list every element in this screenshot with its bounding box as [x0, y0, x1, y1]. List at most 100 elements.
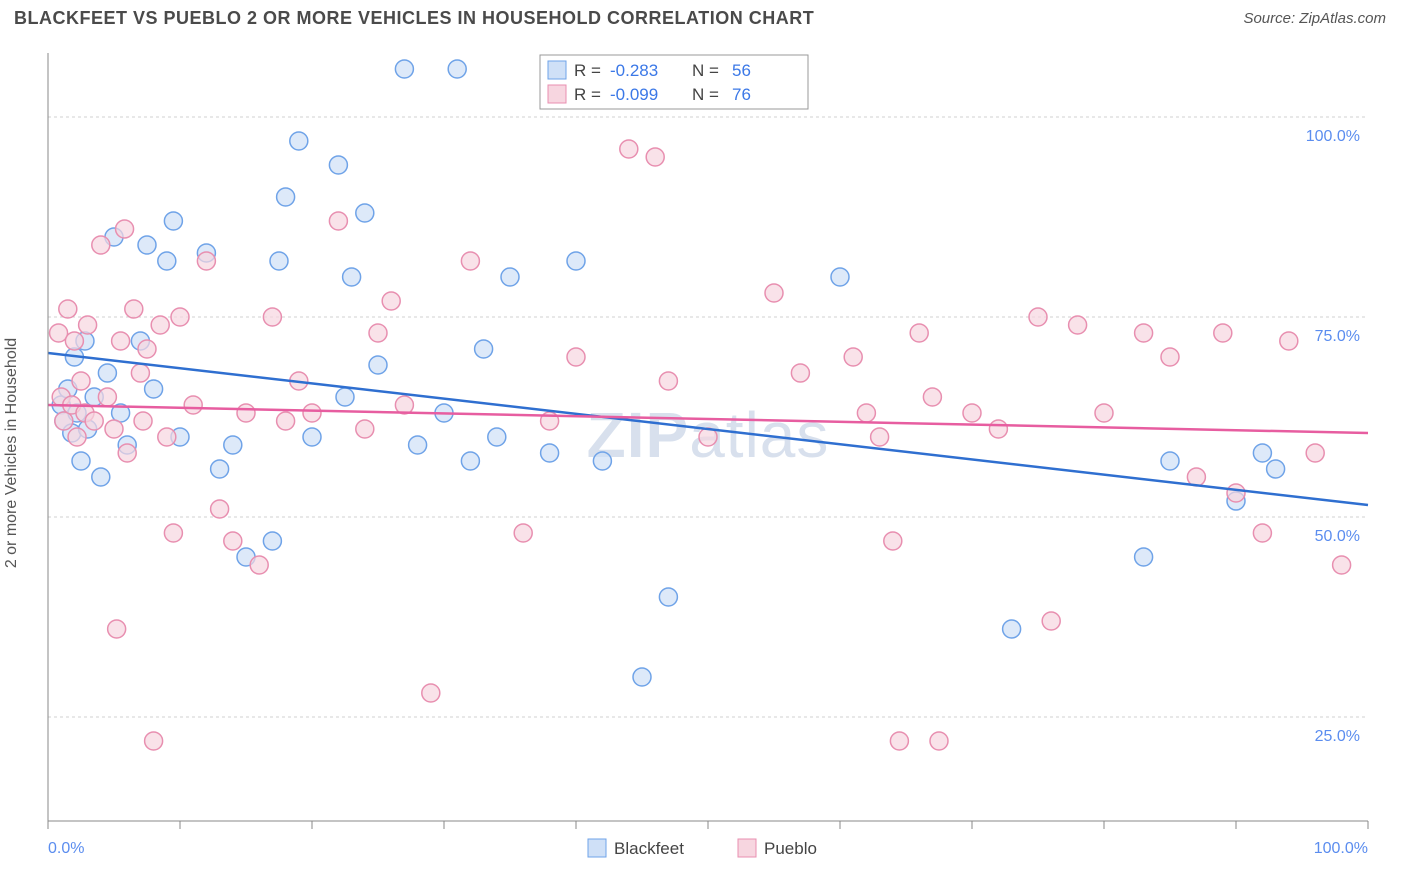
data-point	[164, 212, 182, 230]
data-point	[356, 204, 374, 222]
data-point	[1267, 460, 1285, 478]
data-point	[138, 236, 156, 254]
data-point	[131, 364, 149, 382]
data-point	[224, 436, 242, 454]
y-tick-label: 25.0%	[1315, 728, 1360, 745]
data-point	[475, 340, 493, 358]
data-point	[290, 132, 308, 150]
data-point	[224, 532, 242, 550]
data-point	[1135, 548, 1153, 566]
data-point	[501, 268, 519, 286]
data-point	[343, 268, 361, 286]
data-point	[884, 532, 902, 550]
data-point	[1069, 316, 1087, 334]
chart-header: BLACKFEET VS PUEBLO 2 OR MORE VEHICLES I…	[0, 0, 1406, 33]
y-tick-label: 75.0%	[1315, 328, 1360, 345]
data-point	[659, 588, 677, 606]
data-point	[145, 732, 163, 750]
data-point	[237, 404, 255, 422]
data-point	[1253, 444, 1271, 462]
y-axis-label: 2 or more Vehicles in Household	[3, 338, 21, 568]
data-point	[910, 324, 928, 342]
data-point	[593, 452, 611, 470]
data-point	[108, 620, 126, 638]
data-point	[963, 404, 981, 422]
legend-swatch	[738, 839, 756, 857]
data-point	[791, 364, 809, 382]
data-point	[197, 252, 215, 270]
data-point	[1042, 612, 1060, 630]
legend-series-label: Blackfeet	[614, 839, 684, 858]
y-tick-label: 50.0%	[1315, 528, 1360, 545]
chart-source: Source: ZipAtlas.com	[1243, 10, 1386, 27]
data-point	[112, 332, 130, 350]
data-point	[1029, 308, 1047, 326]
data-point	[55, 412, 73, 430]
data-point	[277, 412, 295, 430]
legend-swatch	[548, 85, 566, 103]
data-point	[1161, 348, 1179, 366]
data-point	[125, 300, 143, 318]
data-point	[134, 412, 152, 430]
data-point	[659, 372, 677, 390]
data-point	[409, 436, 427, 454]
data-point	[1161, 452, 1179, 470]
data-point	[1306, 444, 1324, 462]
y-tick-label: 100.0%	[1306, 128, 1360, 145]
data-point	[1280, 332, 1298, 350]
data-point	[211, 500, 229, 518]
data-point	[1095, 404, 1113, 422]
data-point	[620, 140, 638, 158]
data-point	[890, 732, 908, 750]
data-point	[646, 148, 664, 166]
x-tick-label: 0.0%	[48, 840, 84, 857]
data-point	[541, 444, 559, 462]
data-point	[1227, 484, 1245, 502]
data-point	[151, 316, 169, 334]
data-point	[1253, 524, 1271, 542]
legend-series-label: Pueblo	[764, 839, 817, 858]
legend-n-label: N =	[692, 61, 719, 80]
data-point	[68, 428, 86, 446]
data-point	[844, 348, 862, 366]
data-point	[989, 420, 1007, 438]
data-point	[329, 156, 347, 174]
legend-swatch	[588, 839, 606, 857]
data-point	[263, 308, 281, 326]
data-point	[65, 332, 83, 350]
data-point	[158, 428, 176, 446]
data-point	[118, 444, 136, 462]
data-point	[158, 252, 176, 270]
data-point	[98, 388, 116, 406]
data-point	[422, 684, 440, 702]
data-point	[514, 524, 532, 542]
data-point	[461, 452, 479, 470]
data-point	[461, 252, 479, 270]
legend-n-label: N =	[692, 85, 719, 104]
data-point	[92, 236, 110, 254]
data-point	[1333, 556, 1351, 574]
data-point	[930, 732, 948, 750]
data-point	[59, 300, 77, 318]
chart-area: 2 or more Vehicles in Household 25.0%50.…	[0, 33, 1406, 873]
data-point	[923, 388, 941, 406]
data-point	[1003, 620, 1021, 638]
chart-title: BLACKFEET VS PUEBLO 2 OR MORE VEHICLES I…	[14, 8, 814, 29]
data-point	[336, 388, 354, 406]
data-point	[263, 532, 281, 550]
data-point	[250, 556, 268, 574]
scatter-chart: 25.0%50.0%75.0%100.0%ZIPatlas0.0%100.0%R…	[0, 33, 1406, 873]
data-point	[765, 284, 783, 302]
x-tick-label: 100.0%	[1314, 840, 1368, 857]
data-point	[857, 404, 875, 422]
data-point	[329, 212, 347, 230]
data-point	[72, 452, 90, 470]
data-point	[395, 60, 413, 78]
data-point	[72, 372, 90, 390]
data-point	[145, 380, 163, 398]
data-point	[567, 348, 585, 366]
data-point	[138, 340, 156, 358]
data-point	[1214, 324, 1232, 342]
data-point	[1135, 324, 1153, 342]
data-point	[303, 404, 321, 422]
